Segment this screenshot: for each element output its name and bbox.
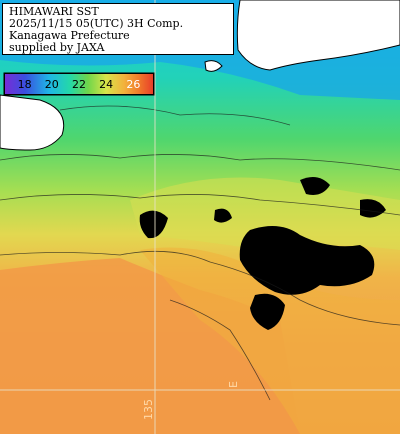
cloud-mask [250,293,285,330]
title-line-1: HIMAWARI SST [9,5,99,18]
contour-lines [0,105,400,401]
colorbar: 18 20 22 24 26 [4,73,154,95]
colorbar-tick-22: 22 [71,77,86,91]
mid-temp-band [130,177,400,250]
title-line-3: Kanagawa Prefecture [9,29,130,42]
title-line-4: supplied by JAXA [9,41,105,54]
longitude-label: 135 [142,399,155,420]
colorbar-tick-26: 26 [126,77,141,91]
cloud-mask [239,226,375,295]
land-japan-coast [236,0,400,71]
colorbar-tick-20: 20 [44,77,59,91]
colorbar-tick-18: 18 [17,77,32,91]
title-box: HIMAWARI SST 2025/11/15 05(UTC) 3H Comp.… [2,3,234,55]
cloud-mask [360,199,386,218]
land-peninsula [0,94,65,151]
cloud-mask [214,208,232,223]
colorbar-tick-24: 24 [99,77,114,91]
cloud-mask [300,176,330,195]
warm-transition-region [140,247,400,434]
land-small-island [204,60,223,72]
longitude-label-e: E [227,381,240,388]
title-line-2: 2025/11/15 05(UTC) 3H Comp. [9,17,184,30]
cloud-mask [139,210,168,239]
